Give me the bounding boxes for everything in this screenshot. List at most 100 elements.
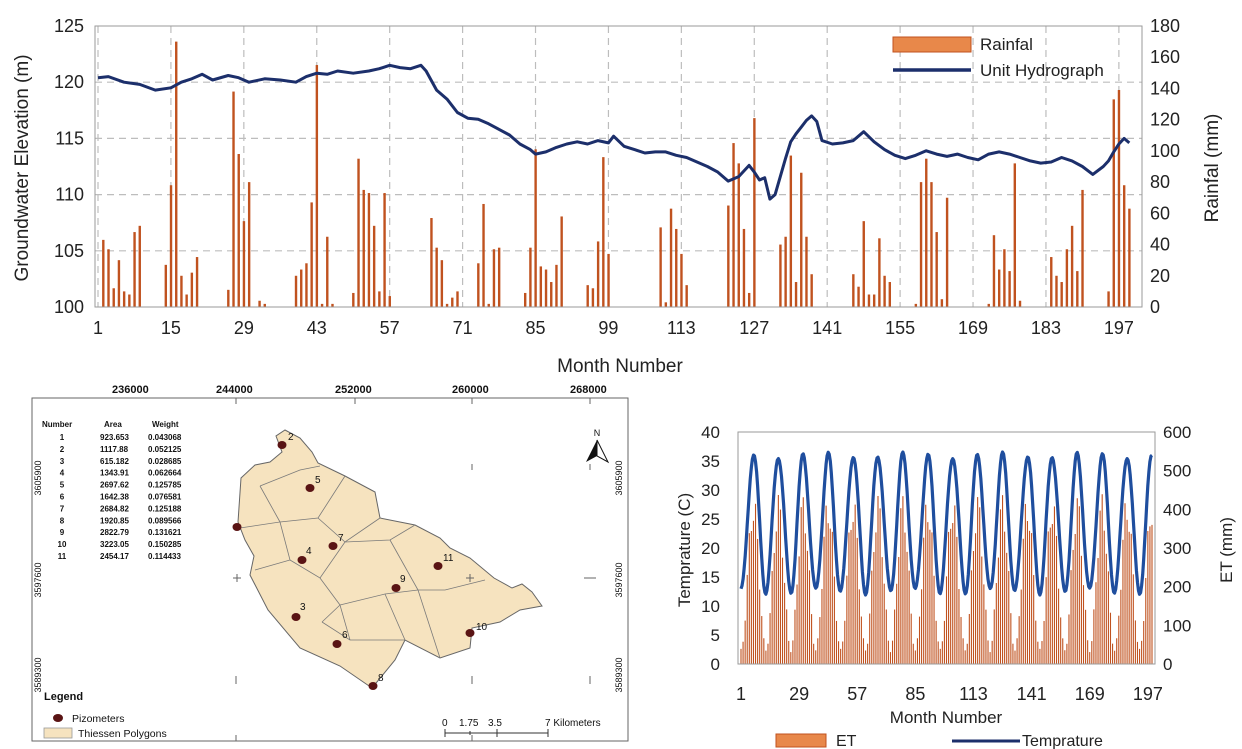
et-bar: [1143, 621, 1145, 664]
piezometer-marker: [297, 556, 307, 564]
scale-label-1: 1.75: [459, 718, 479, 729]
et-bar: [1051, 523, 1053, 664]
rainfall-bar: [784, 236, 787, 307]
et-bar: [1001, 495, 1004, 664]
et-bar: [1006, 552, 1008, 664]
table-cell: 2697.62: [100, 481, 129, 490]
rainfall-bar: [586, 285, 589, 307]
rainfall-bar: [747, 292, 751, 307]
et-bar: [981, 556, 983, 664]
et-bar: [1078, 506, 1080, 664]
map-left-coordinate: 3605900: [33, 460, 43, 495]
top-chart-frame: [94, 25, 1143, 308]
et-bar: [829, 528, 831, 664]
y-left-tick-label: 0: [711, 655, 720, 674]
y-right-tick-label: 20: [1150, 266, 1170, 286]
et-bar: [989, 652, 991, 664]
rainfall-bar: [326, 236, 329, 307]
map-top-coordinate: 236000: [112, 384, 149, 396]
et-bar: [1147, 531, 1149, 664]
x-tick-label: 113: [667, 318, 696, 338]
rainfall-bar: [435, 247, 438, 307]
rainfall-bar: [388, 296, 391, 307]
rainfall-bar: [456, 291, 459, 307]
rainfall-bar: [315, 65, 319, 308]
et-bar: [906, 551, 908, 664]
et-bar: [821, 588, 823, 664]
y-right-tick-label: 600: [1163, 423, 1191, 442]
et-bar: [1053, 506, 1055, 664]
polygon-edge: [389, 539, 419, 591]
y-right-tick-label: 300: [1163, 539, 1191, 558]
scale-label-2: 3.5: [488, 718, 502, 729]
map-legend-title: Legend: [44, 691, 83, 703]
et-bar: [987, 640, 989, 664]
legend-label-temperature: Temprature: [1022, 733, 1103, 749]
table-cell: 7: [60, 504, 65, 513]
et-bar: [1107, 571, 1109, 664]
rainfall-bar: [117, 260, 121, 307]
et-bar: [831, 531, 833, 664]
table-cell: 0.089566: [148, 516, 182, 525]
rainfall-bar: [1060, 282, 1063, 307]
et-bar: [1085, 609, 1087, 664]
y-right-tick-label: 200: [1163, 578, 1191, 597]
map-legend-thiessen: Thiessen Polygons: [78, 728, 167, 740]
et-bar: [1126, 519, 1128, 664]
et-bar: [869, 613, 871, 664]
legend-label-unit-hydrograph: Unit Hydrograph: [980, 61, 1104, 80]
rainfall-bar: [492, 249, 496, 307]
x-tick-label: 85: [526, 318, 546, 338]
et-bar: [931, 532, 933, 664]
et-bar: [748, 533, 750, 664]
rainfall-bar: [550, 282, 553, 307]
rainfall-bar: [925, 158, 928, 307]
table-cell: 0.028685: [148, 457, 182, 466]
et-bar: [1072, 549, 1074, 664]
table-cell: 0.131621: [148, 528, 182, 537]
y-right-tick-label: 100: [1150, 141, 1180, 161]
rainfall-bar: [1122, 185, 1126, 307]
et-bar: [802, 497, 804, 664]
et-bar: [1010, 613, 1012, 664]
rainfall-bar: [742, 228, 746, 307]
map-left-coordinate-labels: 3605900 3597600 3589300: [33, 460, 43, 692]
piezometer-marker: [232, 523, 242, 531]
rainfall-bar: [675, 228, 678, 307]
et-bar: [1151, 524, 1153, 664]
y-right-tick-label: 60: [1150, 203, 1170, 223]
et-bar: [750, 530, 752, 664]
et-bar: [752, 520, 755, 664]
et-bar: [1116, 638, 1118, 664]
rainfall-bar: [482, 203, 485, 307]
map-legend-piezometers: Pizometers: [72, 713, 125, 725]
table-header: Area: [104, 420, 122, 429]
et-bar: [1145, 577, 1147, 664]
rainfall-bar: [1107, 291, 1110, 307]
et-bar: [1012, 643, 1014, 664]
et-bar: [819, 617, 821, 664]
rainfall-bar: [1070, 225, 1074, 307]
x-tick-label: 1: [93, 318, 103, 338]
et-bar: [1109, 612, 1112, 664]
y-right-tick-label: 120: [1150, 110, 1180, 130]
x-tick-label: 1: [736, 684, 746, 704]
map-top-coordinate: 260000: [452, 384, 489, 396]
et-bar: [954, 505, 956, 664]
rainfall-bar: [180, 275, 183, 307]
et-bar: [1149, 526, 1151, 664]
rainfall-bar: [607, 253, 610, 307]
map-left-coordinate: 3589300: [33, 657, 43, 692]
et-bar: [991, 640, 993, 664]
y-left-tick-label: 115: [55, 128, 84, 148]
et-bar: [1082, 585, 1085, 664]
et-bar: [846, 575, 848, 664]
scale-label-3: 7 Kilometers: [545, 718, 601, 729]
et-bar: [945, 576, 948, 664]
piezometer-label: 5: [315, 475, 321, 486]
legend-label-et: ET: [836, 733, 857, 749]
rainfall-bar: [805, 236, 808, 307]
x-tick-label: 85: [905, 684, 925, 704]
et-bar: [1016, 638, 1018, 664]
piezometer-marker: [433, 562, 443, 570]
